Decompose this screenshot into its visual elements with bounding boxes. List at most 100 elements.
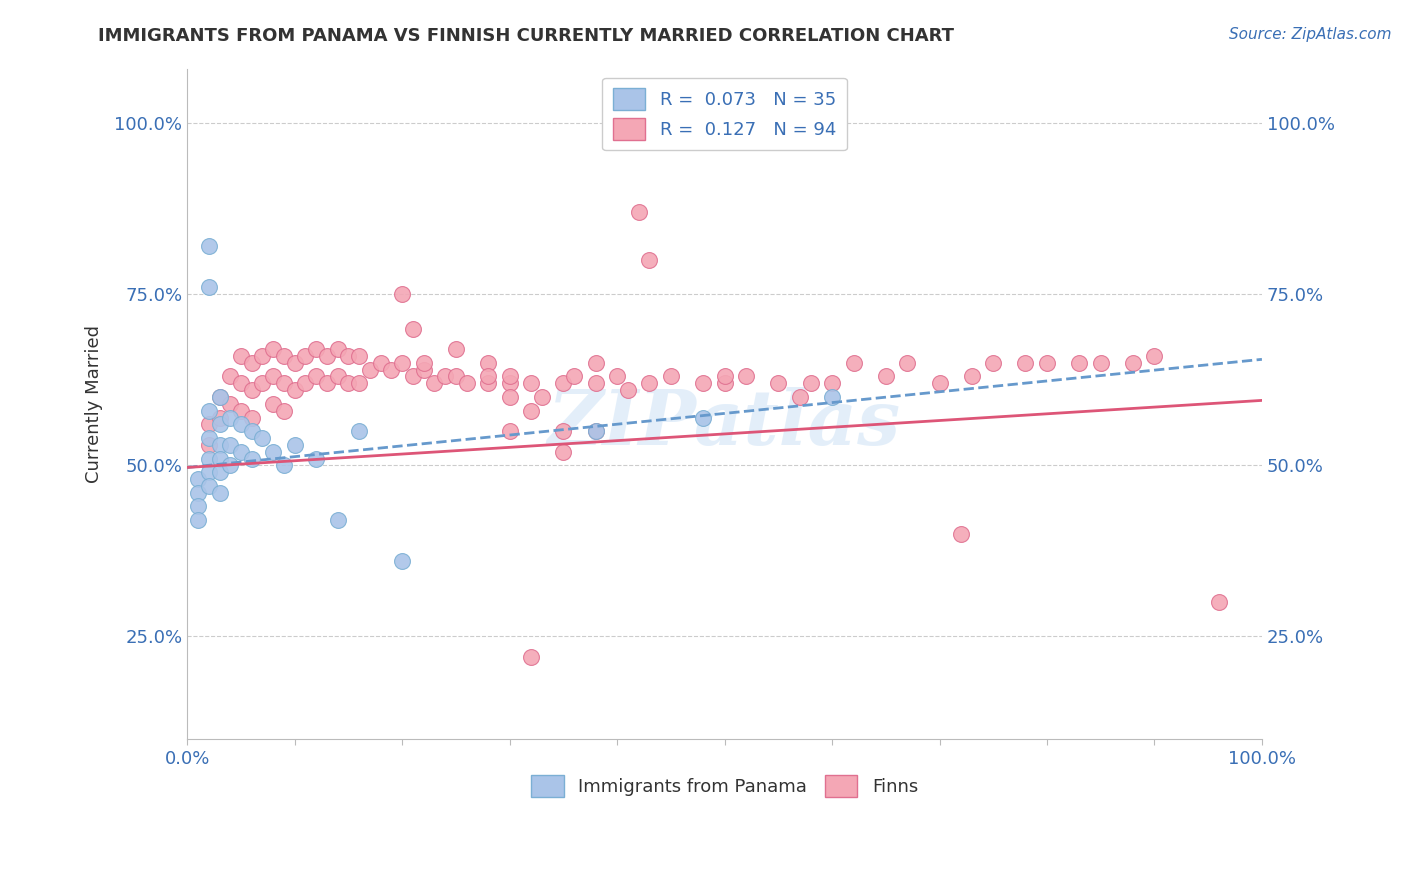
Point [950, 526, 973, 541]
Point [337, 349, 360, 363]
Point [735, 369, 758, 384]
Point [768, 376, 790, 391]
Point [842, 356, 865, 370]
Point [477, 356, 499, 370]
Point [627, 205, 650, 219]
Point [347, 376, 370, 391]
Point [208, 485, 231, 500]
Point [229, 444, 252, 458]
Point [252, 376, 274, 391]
Point [638, 253, 661, 268]
Point [316, 349, 339, 363]
Point [219, 438, 242, 452]
Point [789, 390, 811, 404]
Point [585, 356, 607, 370]
Point [240, 410, 263, 425]
Point [562, 369, 585, 384]
Point [229, 349, 252, 363]
Point [326, 342, 349, 356]
Point [713, 376, 735, 391]
Point [1069, 356, 1091, 370]
Point [284, 438, 307, 452]
Point [659, 369, 682, 384]
Point [423, 376, 446, 391]
Point [197, 451, 219, 466]
Point [273, 349, 295, 363]
Point [896, 356, 918, 370]
Point [326, 369, 349, 384]
Point [262, 369, 284, 384]
Point [305, 451, 328, 466]
Point [229, 403, 252, 417]
Point [229, 376, 252, 391]
Point [530, 390, 553, 404]
Point [520, 376, 543, 391]
Point [402, 321, 425, 335]
Point [638, 376, 661, 391]
Point [498, 376, 520, 391]
Point [821, 390, 844, 404]
Point [187, 472, 209, 486]
Point [1208, 595, 1230, 609]
Point [273, 403, 295, 417]
Point [273, 376, 295, 391]
Point [391, 356, 413, 370]
Point [208, 465, 231, 479]
Point [391, 287, 413, 301]
Point [498, 424, 520, 438]
Point [380, 362, 402, 376]
Point [229, 417, 252, 432]
Point [208, 390, 231, 404]
Point [326, 513, 349, 527]
Point [197, 280, 219, 294]
Point [821, 376, 844, 391]
Point [337, 376, 360, 391]
Point [434, 369, 457, 384]
Text: ZIPatlas: ZIPatlas [548, 387, 901, 461]
Point [197, 438, 219, 452]
Point [1143, 349, 1166, 363]
Point [197, 417, 219, 432]
Point [208, 438, 231, 452]
Point [197, 479, 219, 493]
Point [219, 410, 242, 425]
Point [208, 451, 231, 466]
Point [284, 383, 307, 397]
Point [262, 444, 284, 458]
Point [252, 431, 274, 445]
Point [585, 424, 607, 438]
Point [981, 356, 1004, 370]
Point [1090, 356, 1112, 370]
Point [219, 369, 242, 384]
Point [197, 239, 219, 253]
Point [347, 349, 370, 363]
Point [347, 424, 370, 438]
Point [305, 342, 328, 356]
Point [617, 383, 640, 397]
Point [799, 376, 821, 391]
Point [928, 376, 950, 391]
Point [197, 465, 219, 479]
Point [273, 458, 295, 473]
Point [692, 410, 714, 425]
Point [240, 383, 263, 397]
Point [875, 369, 897, 384]
Point [606, 369, 628, 384]
Point [456, 376, 478, 391]
Point [240, 356, 263, 370]
Text: Source: ZipAtlas.com: Source: ZipAtlas.com [1229, 27, 1392, 42]
Point [208, 410, 231, 425]
Y-axis label: Currently Married: Currently Married [86, 325, 103, 483]
Point [477, 376, 499, 391]
Point [316, 376, 339, 391]
Text: IMMIGRANTS FROM PANAMA VS FINNISH CURRENTLY MARRIED CORRELATION CHART: IMMIGRANTS FROM PANAMA VS FINNISH CURREN… [98, 27, 955, 45]
Point [252, 349, 274, 363]
Point [187, 485, 209, 500]
Point [208, 417, 231, 432]
Point [692, 376, 714, 391]
Legend: Immigrants from Panama, Finns: Immigrants from Panama, Finns [524, 767, 925, 804]
Point [520, 403, 543, 417]
Point [1122, 356, 1144, 370]
Point [370, 356, 392, 370]
Point [412, 356, 434, 370]
